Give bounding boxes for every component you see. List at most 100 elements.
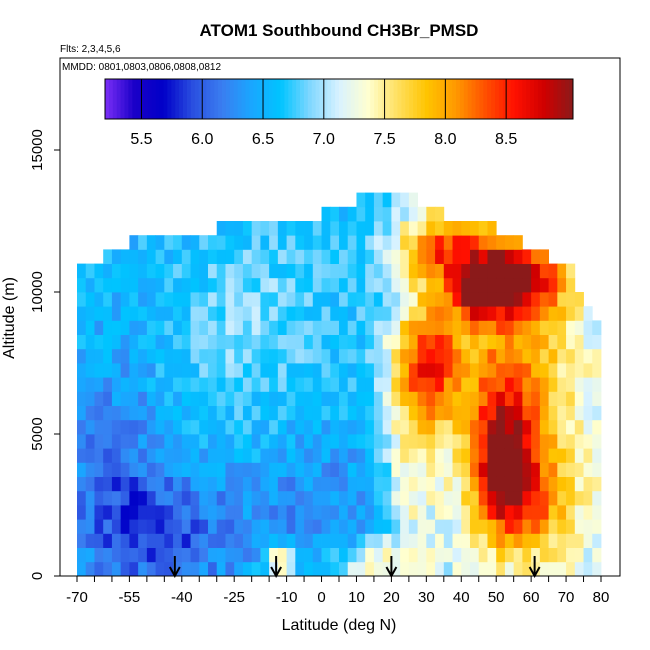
heatmap-cell: [208, 391, 218, 406]
heatmap-cell: [208, 505, 218, 520]
heatmap-cell: [443, 334, 453, 350]
heatmap-cell: [120, 547, 130, 563]
heatmap-cell: [295, 263, 305, 279]
heatmap-cell: [321, 519, 331, 534]
heatmap-cell: [155, 391, 165, 406]
heatmap-cell: [94, 391, 104, 406]
heatmap-cell: [225, 561, 235, 577]
heatmap-cell: [557, 505, 567, 520]
heatmap-cell: [94, 434, 104, 449]
heatmap-cell: [242, 490, 253, 506]
heatmap-cell: [356, 277, 366, 293]
heatmap-cell: [496, 263, 506, 279]
heatmap-cell: [260, 391, 270, 406]
heatmap-cell: [557, 547, 567, 563]
heatmap-cell: [356, 348, 366, 364]
heatmap-cell: [85, 306, 95, 321]
heatmap-cell: [435, 434, 445, 449]
heatmap-cell: [592, 519, 602, 534]
heatmap-cell: [531, 434, 541, 449]
heatmap-cell: [234, 277, 244, 293]
heatmap-cell: [295, 377, 305, 392]
heatmap-cell: [400, 391, 410, 406]
colorbar-swatch: [300, 79, 305, 119]
heatmap-cell: [583, 391, 593, 406]
heatmap-cell: [548, 348, 558, 364]
heatmap-cell: [557, 462, 567, 477]
heatmap-cell: [173, 292, 183, 307]
heatmap-cell: [504, 363, 515, 378]
colorbar-swatch: [323, 79, 328, 119]
heatmap-cell: [382, 377, 392, 392]
heatmap-cell: [103, 334, 113, 350]
heatmap-cell: [522, 405, 532, 421]
heatmap-cell: [251, 405, 261, 421]
heatmap-cell: [539, 405, 549, 421]
heatmap-cell: [234, 235, 244, 250]
heatmap-cell: [373, 221, 384, 236]
x-tick-label: 60: [523, 589, 540, 606]
heatmap-cell: [216, 490, 226, 506]
heatmap-cell: [566, 547, 576, 563]
heatmap-cell: [426, 448, 436, 463]
heatmap-cell: [190, 434, 200, 449]
heatmap-cell: [216, 405, 226, 421]
x-tick-label: 20: [383, 589, 400, 606]
colorbar-swatch: [268, 79, 274, 119]
heatmap-cell: [539, 320, 549, 335]
heatmap-cell: [452, 505, 462, 520]
heatmap-cell: [339, 363, 349, 378]
heatmap-cell: [190, 334, 200, 350]
heatmap-cell: [513, 334, 523, 350]
heatmap-cell: [373, 419, 384, 435]
heatmap-cell: [330, 249, 340, 264]
heatmap-cell: [77, 448, 87, 463]
heatmap-cell: [103, 476, 113, 492]
heatmap-cell: [269, 292, 279, 307]
x-tick-label: -25: [223, 589, 245, 606]
colorbar-swatch: [534, 79, 539, 119]
colorbar-swatch: [253, 79, 258, 119]
heatmap-cell: [251, 292, 261, 307]
heatmap-cell: [138, 263, 148, 279]
colorbar-swatch: [569, 79, 574, 119]
heatmap-cell: [251, 561, 261, 577]
heatmap-cell: [548, 377, 558, 392]
x-tick-label: -40: [171, 589, 193, 606]
heatmap-cell: [94, 334, 104, 350]
colorbar-swatch: [444, 79, 449, 119]
heatmap-cell: [470, 320, 480, 335]
heatmap-cell: [347, 519, 357, 534]
heatmap-cell: [522, 533, 532, 548]
heatmap-cell: [539, 476, 549, 492]
heatmap-cell: [531, 363, 541, 378]
heatmap-cell: [531, 277, 541, 293]
heatmap-cell: [260, 490, 270, 506]
heatmap-cell: [339, 391, 349, 406]
heatmap-cell: [146, 490, 156, 506]
heatmap-cell: [190, 519, 200, 534]
heatmap-cell: [373, 519, 384, 534]
heatmap-cell: [190, 391, 200, 406]
colorbar-swatch: [116, 79, 122, 119]
heatmap-cell: [417, 547, 427, 563]
heatmap-cell: [478, 561, 488, 577]
heatmap-cell: [426, 405, 436, 421]
colorbar-swatch: [362, 79, 367, 119]
heatmap-cell: [312, 419, 322, 435]
heatmap-cell: [574, 533, 584, 548]
heatmap-cell: [487, 348, 497, 364]
heatmap-cell: [513, 419, 523, 435]
heatmap-cell: [443, 263, 453, 279]
colorbar-swatch: [467, 79, 473, 119]
heatmap-cell: [435, 547, 445, 563]
heatmap-cell: [382, 306, 392, 321]
heatmap-cell: [181, 377, 191, 392]
heatmap-cell: [103, 405, 113, 421]
heatmap-cell: [138, 363, 148, 378]
heatmap-cell: [111, 547, 122, 563]
heatmap-cell: [522, 292, 532, 307]
heatmap-cell: [417, 405, 427, 421]
heatmap-cell: [216, 363, 226, 378]
heatmap-cell: [557, 448, 567, 463]
